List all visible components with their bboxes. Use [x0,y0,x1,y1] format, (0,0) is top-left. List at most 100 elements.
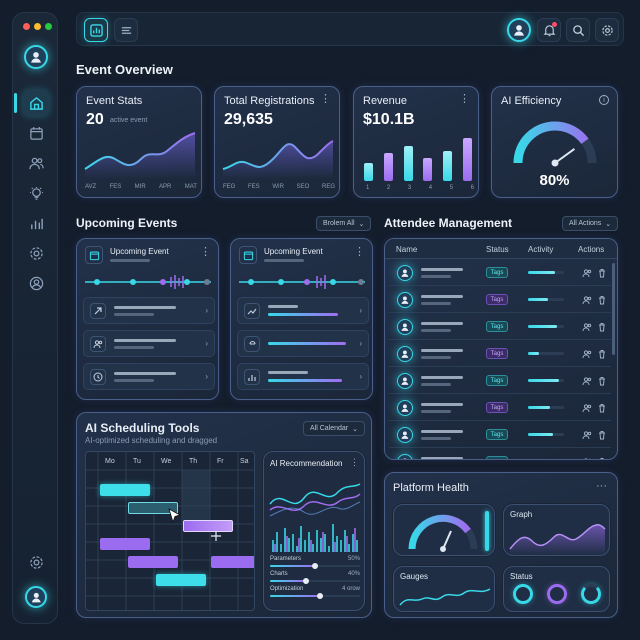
top-bar [76,12,624,46]
table-row[interactable]: Tags [389,422,611,448]
users-icon[interactable] [582,268,592,278]
upcoming-filter-dropdown[interactable]: Brolem All ⌄ [316,216,372,231]
schedule-event[interactable] [183,520,233,532]
param-knob[interactable] [317,593,323,599]
user-avatar[interactable] [24,45,48,69]
upcoming-row[interactable]: › [83,330,215,357]
status-tag[interactable]: Tags [486,321,508,332]
attendee-filter-dropdown[interactable]: All Actions ⌄ [562,216,619,231]
status-tag[interactable]: Tags [486,267,508,278]
info-icon[interactable]: i [599,95,609,105]
upcoming-row[interactable]: › [237,363,369,390]
efficiency-gauge [513,121,597,167]
chevron-right-icon: › [359,372,362,381]
attendee-avatar [397,373,413,389]
revenue-menu-icon[interactable]: ⋮ [459,93,470,105]
maximize-dot[interactable] [45,23,52,30]
calendar-icon[interactable] [23,120,49,146]
users-icon[interactable] [582,376,592,386]
users-icon[interactable] [582,322,592,332]
status-tag[interactable]: Tags [486,402,508,413]
settings-bottom-icon[interactable] [23,549,49,575]
notifications-button[interactable] [537,18,561,42]
trash-icon[interactable] [597,457,607,460]
profile-icon[interactable] [23,270,49,296]
param-knob[interactable] [303,578,309,584]
health-graph-label: Graph [510,510,533,519]
ai-efficiency-value: 80% [539,172,570,189]
minimize-dot[interactable] [34,23,41,30]
param-knob[interactable] [312,563,318,569]
close-dot[interactable] [23,23,30,30]
trash-icon[interactable] [597,322,607,332]
list-view-button[interactable] [114,18,138,42]
scheduling-subtitle: AI-optimized scheduling and dragged [85,436,218,445]
schedule-event[interactable] [100,538,150,550]
settings-icon[interactable] [23,240,49,266]
card-menu-icon[interactable]: ⋮ [354,246,365,258]
attendee-name-placeholder [421,430,463,433]
upcoming-row[interactable]: › [237,330,369,357]
revenue-bar [384,153,393,181]
schedule-grid[interactable]: Mo Tu We Th Fr Sa [85,451,255,611]
revenue-bar [404,146,413,181]
upcoming-row[interactable]: › [83,363,215,390]
scrollbar[interactable] [612,263,615,355]
table-row[interactable]: Tags [389,368,611,394]
recommendation-menu-icon[interactable]: ⋮ [350,457,359,467]
lightbulb-icon[interactable] [23,180,49,206]
axis-label: SEO [296,184,310,190]
table-row[interactable]: Tags [389,341,611,367]
search-button[interactable] [566,18,590,42]
param-row[interactable]: Optimization 4 orow [270,586,360,600]
trash-icon[interactable] [597,295,607,305]
trash-icon[interactable] [597,268,607,278]
bottom-avatar[interactable] [25,586,47,608]
schedule-event[interactable] [128,556,178,568]
top-avatar[interactable] [507,18,531,42]
home-icon[interactable] [14,90,49,116]
users-icon[interactable] [582,349,592,359]
trash-icon[interactable] [597,376,607,386]
schedule-event[interactable] [100,484,150,496]
trash-icon[interactable] [597,349,607,359]
table-row[interactable]: Tags [389,260,611,286]
upcoming-card-title: Upcoming Event [110,247,169,256]
param-row[interactable]: Charts 40% [270,571,360,585]
users-icon[interactable] [582,430,592,440]
calendar-filter-dropdown[interactable]: All Calendar ⌄ [303,421,366,436]
users-icon[interactable] [582,403,592,413]
status-tag[interactable]: Tags [486,375,508,386]
upcoming-row[interactable]: › [83,297,215,324]
users-icon[interactable] [582,295,592,305]
upcoming-row[interactable]: › [237,297,369,324]
health-menu-icon[interactable]: ··· [596,480,607,492]
status-tag[interactable]: Tags [486,294,508,305]
gear-button[interactable] [595,18,619,42]
status-tag[interactable]: Tags [486,456,508,459]
users-icon[interactable] [23,150,49,176]
event-stats-axis: AVZ FES MIR APR MAT [85,184,197,190]
param-row[interactable]: Parameters 50% [270,556,360,570]
table-row[interactable]: Tags [389,287,611,313]
table-row[interactable]: Tags [389,395,611,421]
table-row[interactable]: Tags [389,449,611,460]
status-tag[interactable]: Tags [486,429,508,440]
attendee-table: Name Status Activity Actions Tags Tags Tag… [384,238,618,460]
schedule-event[interactable] [156,574,206,586]
schedule-event-dragging[interactable] [128,502,178,514]
users-icon[interactable] [582,457,592,460]
table-row[interactable]: Tags [389,314,611,340]
analytics-icon[interactable] [23,210,49,236]
card-menu-icon[interactable]: ⋮ [200,246,211,258]
trash-icon[interactable] [597,403,607,413]
trash-icon[interactable] [597,430,607,440]
status-tag[interactable]: Tags [486,348,508,359]
dashboard-view-button[interactable] [84,18,108,42]
registrations-menu-icon[interactable]: ⋮ [320,93,331,105]
revenue-bar-chart [364,131,472,181]
scheduling-title: AI Scheduling Tools [85,421,200,435]
schedule-event[interactable] [211,556,254,568]
overview-title: Event Overview [76,62,173,77]
revenue-bar [364,163,373,181]
